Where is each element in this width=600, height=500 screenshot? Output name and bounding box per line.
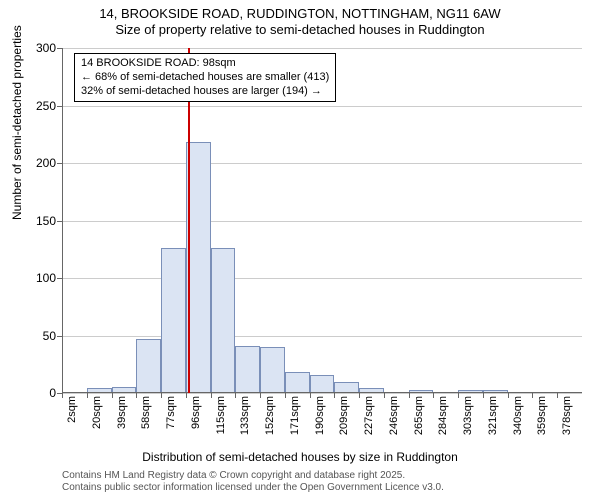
annotation-line3: 32% of semi-detached houses are larger (… xyxy=(81,85,329,99)
x-tick-label: 96sqm xyxy=(190,396,202,446)
x-tick-mark xyxy=(532,393,533,398)
x-tick-mark xyxy=(409,393,410,398)
x-tick-mark xyxy=(235,393,236,398)
x-tick-label: 284sqm xyxy=(437,396,449,446)
x-tick-label: 359sqm xyxy=(536,396,548,446)
x-tick-label: 190sqm xyxy=(314,396,326,446)
x-tick-mark xyxy=(112,393,113,398)
y-tick-mark xyxy=(57,163,62,164)
bar xyxy=(211,248,236,393)
x-tick-label: 115sqm xyxy=(215,396,227,446)
x-tick-mark xyxy=(211,393,212,398)
x-tick-label: 227sqm xyxy=(363,396,375,446)
y-tick-label: 300 xyxy=(16,41,56,55)
x-tick-mark xyxy=(87,393,88,398)
x-tick-label: 20sqm xyxy=(91,396,103,446)
x-tick-label: 58sqm xyxy=(140,396,152,446)
x-axis-line xyxy=(62,392,582,393)
x-tick-mark xyxy=(186,393,187,398)
x-tick-mark xyxy=(310,393,311,398)
y-tick-label: 200 xyxy=(16,156,56,170)
x-tick-mark xyxy=(334,393,335,398)
x-tick-mark xyxy=(458,393,459,398)
title-address: 14, BROOKSIDE ROAD, RUDDINGTON, NOTTINGH… xyxy=(0,6,600,22)
x-tick-mark xyxy=(161,393,162,398)
x-tick-label: 2sqm xyxy=(66,396,78,446)
y-axis-line xyxy=(62,48,63,393)
annotation-line1: 14 BROOKSIDE ROAD: 98sqm xyxy=(81,57,329,71)
x-tick-mark xyxy=(384,393,385,398)
x-tick-label: 77sqm xyxy=(165,396,177,446)
bar xyxy=(310,375,335,393)
plot-area: 14 BROOKSIDE ROAD: 98sqm ← 68% of semi-d… xyxy=(62,48,582,393)
x-tick-label: 321sqm xyxy=(487,396,499,446)
x-tick-mark xyxy=(433,393,434,398)
title-subtitle: Size of property relative to semi-detach… xyxy=(0,22,600,38)
attribution: Contains HM Land Registry data © Crown c… xyxy=(62,470,444,494)
y-tick-label: 100 xyxy=(16,271,56,285)
grid-line xyxy=(62,393,582,394)
y-tick-mark xyxy=(57,336,62,337)
y-tick-mark xyxy=(57,106,62,107)
annotation-line2: ← 68% of semi-detached houses are smalle… xyxy=(81,71,329,85)
x-tick-mark xyxy=(483,393,484,398)
y-tick-label: 50 xyxy=(16,329,56,343)
y-tick-mark xyxy=(57,221,62,222)
annotation-box: 14 BROOKSIDE ROAD: 98sqm ← 68% of semi-d… xyxy=(74,53,336,102)
chart-title-block: 14, BROOKSIDE ROAD, RUDDINGTON, NOTTINGH… xyxy=(0,0,600,39)
bar xyxy=(161,248,186,393)
x-tick-mark xyxy=(557,393,558,398)
bar xyxy=(285,372,310,393)
x-tick-mark xyxy=(285,393,286,398)
x-tick-label: 340sqm xyxy=(512,396,524,446)
x-tick-label: 246sqm xyxy=(388,396,400,446)
bar xyxy=(260,347,285,393)
y-tick-mark xyxy=(57,48,62,49)
x-tick-label: 209sqm xyxy=(338,396,350,446)
attribution-line1: Contains HM Land Registry data © Crown c… xyxy=(62,470,444,482)
bar xyxy=(136,339,161,393)
y-tick-label: 0 xyxy=(16,386,56,400)
x-tick-label: 152sqm xyxy=(264,396,276,446)
y-tick-label: 150 xyxy=(16,214,56,228)
x-tick-label: 171sqm xyxy=(289,396,301,446)
bar xyxy=(235,346,260,393)
x-tick-mark xyxy=(136,393,137,398)
x-tick-mark xyxy=(359,393,360,398)
x-tick-label: 378sqm xyxy=(561,396,573,446)
y-tick-label: 250 xyxy=(16,99,56,113)
attribution-line2: Contains public sector information licen… xyxy=(62,482,444,494)
x-tick-label: 39sqm xyxy=(116,396,128,446)
x-tick-label: 303sqm xyxy=(462,396,474,446)
x-tick-label: 265sqm xyxy=(413,396,425,446)
x-tick-mark xyxy=(508,393,509,398)
x-tick-mark xyxy=(62,393,63,398)
x-tick-label: 133sqm xyxy=(239,396,251,446)
x-axis-title: Distribution of semi-detached houses by … xyxy=(0,450,600,464)
x-tick-mark xyxy=(260,393,261,398)
y-tick-mark xyxy=(57,278,62,279)
